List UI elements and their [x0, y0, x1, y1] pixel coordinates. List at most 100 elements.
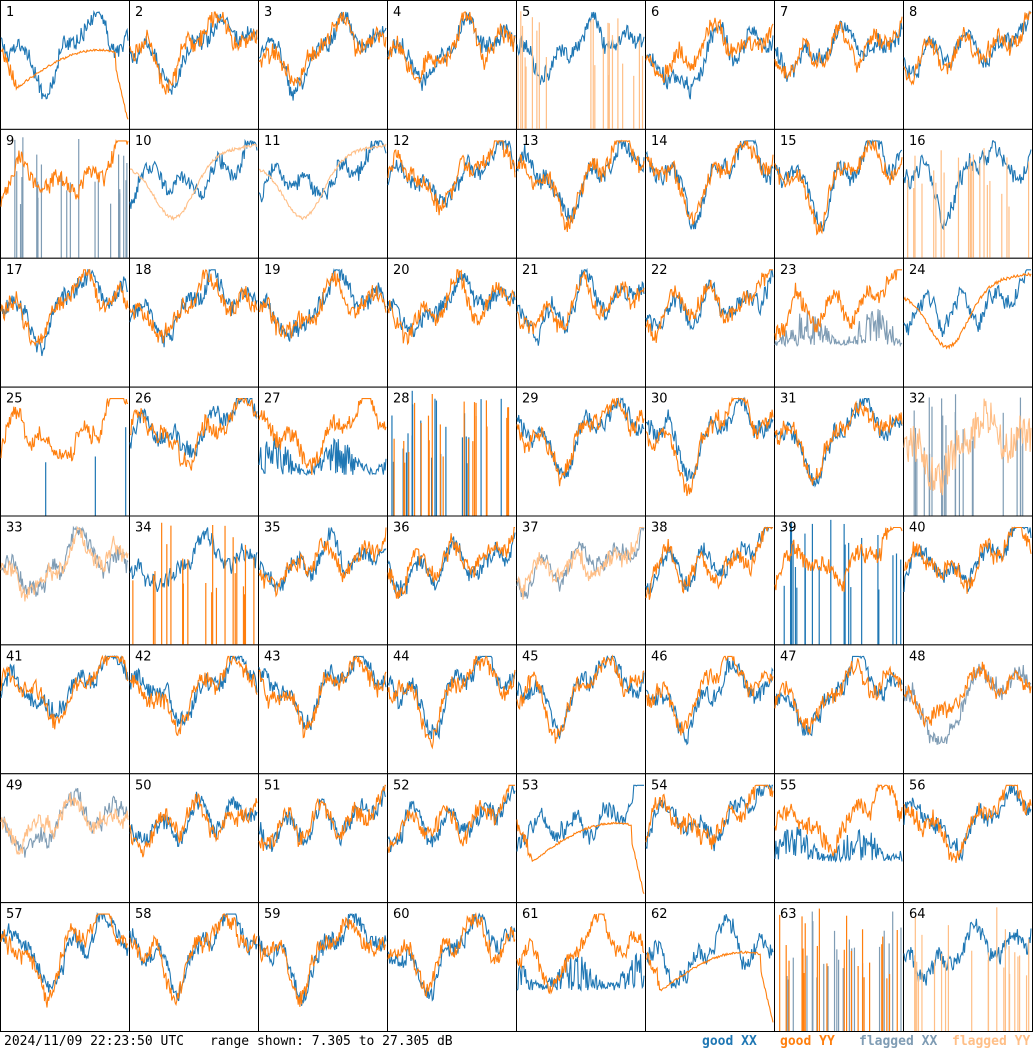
panel-label: 10 — [135, 134, 152, 149]
panel-frame — [0, 0, 130, 130]
panel-30: 30 — [645, 386, 775, 517]
panel-frame — [387, 773, 517, 904]
panel-label: 56 — [909, 778, 926, 793]
panel-6: 6 — [645, 0, 775, 130]
series-yy — [387, 11, 516, 84]
series-yy — [903, 526, 1032, 594]
series-xx — [903, 785, 1032, 862]
range-label: range shown: 7.305 to 27.305 dB — [210, 1034, 453, 1049]
panel-62: 62 — [645, 902, 775, 1032]
panel-11: 11 — [258, 128, 388, 259]
panel-label: 21 — [522, 263, 539, 278]
legend-good-yy: good YY — [780, 1034, 835, 1049]
panel-21: 21 — [516, 257, 646, 388]
series-yy — [387, 655, 516, 750]
panel-frame — [645, 386, 775, 517]
series-xx — [129, 655, 258, 727]
series-yy — [645, 17, 774, 83]
panel-label: 27 — [264, 392, 281, 407]
series-yy — [645, 950, 774, 1023]
panel-frame — [387, 0, 517, 130]
timestamp: 2024/11/09 22:23:50 UTC — [4, 1034, 185, 1049]
panel-frame — [774, 0, 904, 130]
panel-label: 58 — [135, 907, 152, 922]
series-xx — [387, 270, 516, 338]
series-yy — [516, 819, 645, 895]
panel-label: 36 — [393, 521, 410, 536]
panel-label: 63 — [780, 907, 797, 922]
series-yy — [774, 658, 903, 735]
panel-61: 61 — [516, 902, 646, 1032]
panel-label: 45 — [522, 649, 539, 664]
series-yy — [129, 11, 258, 95]
panel-label: 30 — [651, 392, 668, 407]
panel-label: 8 — [909, 5, 917, 20]
panel-28: 28 — [387, 386, 517, 517]
panel-label: 5 — [522, 5, 530, 20]
series-xx — [129, 398, 258, 458]
panel-label: 9 — [6, 134, 14, 149]
series-xx — [774, 309, 903, 348]
series-xx — [645, 657, 774, 746]
series-yy — [129, 792, 258, 858]
panel-24: 24 — [903, 257, 1033, 388]
panel-51: 51 — [258, 773, 388, 904]
series-yy — [129, 655, 258, 737]
series-yy — [258, 398, 387, 475]
series-yy — [258, 784, 387, 851]
series-yy — [0, 139, 129, 207]
series-xx — [387, 532, 516, 598]
panel-label: 40 — [909, 521, 926, 536]
series-yy — [774, 525, 903, 592]
panel-frame — [903, 257, 1033, 388]
panel-label: 2 — [135, 5, 143, 20]
panel-1: 1 — [0, 0, 130, 130]
series-yy — [774, 783, 903, 857]
panel-frame — [129, 0, 259, 130]
series-yy — [258, 11, 387, 87]
series-yy — [0, 793, 129, 855]
panel-35: 35 — [258, 515, 388, 646]
panel-8: 8 — [903, 0, 1033, 130]
panel-label: 14 — [651, 134, 668, 149]
series-xx — [0, 10, 129, 100]
panel-18: 18 — [129, 257, 259, 388]
panel-44: 44 — [387, 644, 517, 775]
panel-label: 29 — [522, 392, 539, 407]
panel-label: 54 — [651, 778, 668, 793]
legend-flagged-yy: flagged YY — [952, 1034, 1031, 1049]
panel-56: 56 — [903, 773, 1033, 904]
panel-frame — [258, 902, 388, 1032]
legend-good-xx: good XX — [702, 1034, 757, 1049]
series-yy — [129, 268, 258, 344]
panel-53: 53 — [516, 773, 646, 904]
panel-43: 43 — [258, 644, 388, 775]
series-yy — [387, 784, 515, 853]
series-yy — [645, 526, 774, 600]
panel-label: 61 — [522, 907, 539, 922]
panel-label: 24 — [909, 263, 926, 278]
panel-frame — [903, 644, 1033, 775]
panel-36: 36 — [387, 515, 517, 646]
series-yy — [774, 16, 903, 80]
series-xx — [774, 655, 903, 737]
panel-2: 2 — [129, 0, 259, 130]
panel-48: 48 — [903, 644, 1033, 775]
panel-frame — [645, 902, 775, 1032]
series-yy — [516, 397, 645, 487]
panel-10: 10 — [129, 128, 259, 259]
panel-label: 13 — [522, 134, 539, 149]
panel-label: 26 — [135, 392, 152, 407]
series-yy — [258, 527, 387, 598]
panel-34: 34 — [129, 515, 259, 646]
panel-50: 50 — [129, 773, 259, 904]
panel-frame — [0, 257, 130, 388]
series-xx — [387, 785, 516, 853]
series-yy — [774, 400, 903, 486]
series-yy — [774, 269, 902, 341]
panel-41: 41 — [0, 644, 130, 775]
panel-label: 47 — [780, 649, 797, 664]
panel-46: 46 — [645, 644, 775, 775]
series-yy — [646, 655, 774, 736]
panel-frame — [387, 644, 517, 775]
